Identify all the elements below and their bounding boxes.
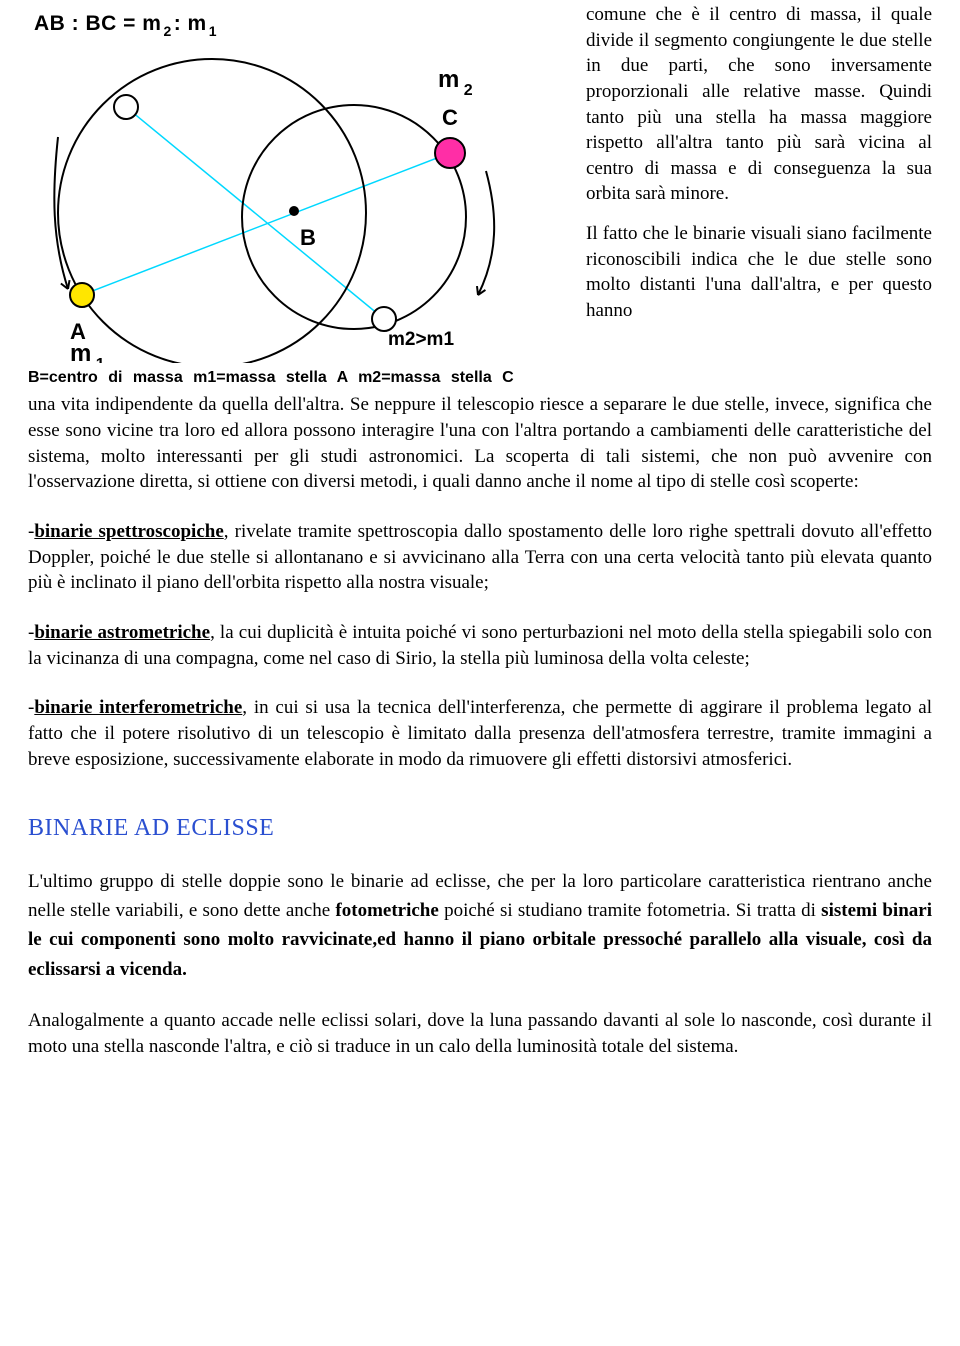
eclisse-paragraph-1: L'ultimo gruppo di stelle doppie sono le… xyxy=(28,867,932,985)
ratio-formula: AB : BC = m2: m1 xyxy=(34,10,568,41)
formula-mid: : m xyxy=(174,12,207,35)
type-interferometric: -binarie interferometriche, in cui si us… xyxy=(28,695,932,772)
eclisse-p1-c: poiché si studiano tramite fotometria. S… xyxy=(439,900,821,921)
intro-paragraph-2-continuation: una vita indipendente da quella dell'alt… xyxy=(28,392,932,495)
eclisse-p1-b: fotometriche xyxy=(335,900,438,921)
svg-text:m 2: m 2 xyxy=(438,66,473,99)
formula-prefix: AB : BC = m xyxy=(34,12,161,35)
type-astrometric-label: binarie astrometriche xyxy=(34,622,210,643)
intro-paragraph-1: comune che è il centro di massa, il qual… xyxy=(586,2,932,207)
figure-caption: B=centro di massa m1=massa stella A m2=m… xyxy=(28,367,568,389)
formula-sub2: 1 xyxy=(209,23,217,39)
eclisse-paragraph-2: Analogalmente a quanto accade nelle ecli… xyxy=(28,1008,932,1059)
formula-sub1: 2 xyxy=(163,23,171,39)
svg-text:m2>m1: m2>m1 xyxy=(388,329,454,350)
type-interferometric-label: binarie interferometriche xyxy=(34,697,242,718)
binary-orbit-svg: ACBm 1m 2m2>m1 xyxy=(28,43,548,363)
type-spectroscopic-label: binarie spettroscopiche xyxy=(34,521,223,542)
section-heading-eclisse: BINARIE AD ECLISSE xyxy=(28,812,932,844)
figure-block: AB : BC = m2: m1 ACBm 1m 2m2>m1 B=centro… xyxy=(28,0,586,388)
type-astrometric: -binarie astrometriche, la cui duplicità… xyxy=(28,620,932,671)
svg-text:m 1: m 1 xyxy=(70,340,105,363)
figure-and-wrap-text: AB : BC = m2: m1 ACBm 1m 2m2>m1 B=centro… xyxy=(28,0,932,388)
intro-paragraph-2-start: Il fatto che le binarie visuali siano fa… xyxy=(586,221,932,324)
svg-text:B: B xyxy=(300,225,316,250)
wrap-text-right: comune che è il centro di massa, il qual… xyxy=(586,0,932,324)
type-spectroscopic: -binarie spettroscopiche, rivelate trami… xyxy=(28,519,932,596)
svg-text:C: C xyxy=(442,105,458,130)
binary-orbit-diagram: ACBm 1m 2m2>m1 xyxy=(28,43,548,363)
